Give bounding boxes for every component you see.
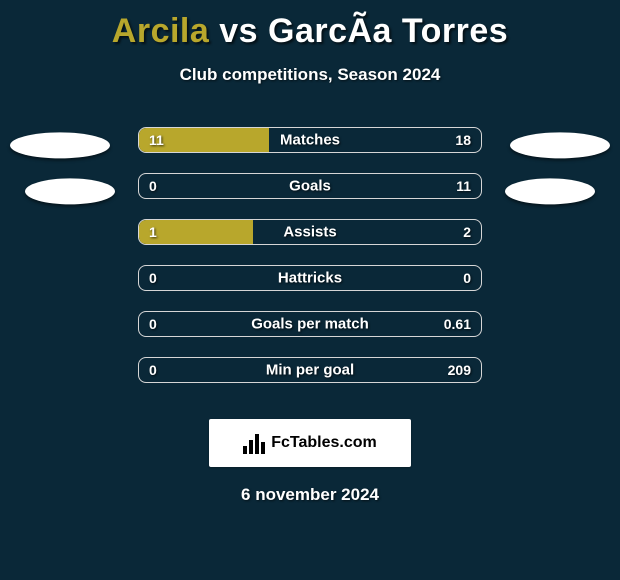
stat-value-right: 18	[455, 132, 471, 148]
stat-row: Hattricks0 0	[0, 263, 620, 309]
stat-bar: Hattricks0 0	[138, 265, 482, 291]
player1-marker	[10, 132, 110, 158]
title-vs: vs	[209, 12, 268, 50]
stat-bar: Min per goal0 209	[138, 357, 482, 383]
stat-value-right: 11	[456, 178, 471, 194]
stat-value-right: 0.61	[444, 316, 471, 332]
player2-marker	[510, 132, 610, 158]
stat-value-right: 209	[448, 362, 471, 378]
title-player1: Arcila	[112, 12, 210, 50]
attribution-text: FcTables.com	[271, 434, 377, 452]
stat-bar: Goals0 11	[138, 173, 482, 199]
stat-label: Min per goal	[139, 362, 481, 379]
stat-bar: Assists1 2	[138, 219, 482, 245]
stat-value-right: 0	[463, 270, 471, 286]
stat-value-right: 2	[463, 224, 471, 240]
stat-value-left: 0	[149, 178, 157, 194]
player2-marker	[505, 178, 595, 204]
stat-row: Assists1 2	[0, 217, 620, 263]
player1-marker	[25, 178, 115, 204]
date-label: 6 november 2024	[0, 485, 620, 505]
stat-bar: Goals per match0 0.61	[138, 311, 482, 337]
stat-value-left: 1	[149, 224, 157, 240]
stat-label: Assists	[139, 224, 481, 241]
stat-label: Goals	[139, 178, 481, 195]
bars-icon	[243, 432, 265, 454]
stat-value-left: 0	[149, 316, 157, 332]
stat-value-left: 0	[149, 270, 157, 286]
stat-row: Goals0 11	[0, 171, 620, 217]
title-player2: GarcÃ­a Torres	[268, 12, 508, 50]
comparison-chart: Matches1118Goals011Assists12Hattricks00G…	[0, 125, 620, 401]
attribution: FcTables.com	[209, 419, 411, 467]
stat-label: Matches	[139, 132, 481, 149]
stat-row: Goals per match0 0.61	[0, 309, 620, 355]
page-title: Arcila vs GarcÃ­a Torres	[0, 0, 620, 51]
stat-label: Goals per match	[139, 316, 481, 333]
stat-row: Min per goal0 209	[0, 355, 620, 401]
stat-row: Matches11 18	[0, 125, 620, 171]
stat-value-left: 11	[149, 132, 164, 148]
stat-value-left: 0	[149, 362, 157, 378]
stat-bar: Matches11 18	[138, 127, 482, 153]
subtitle: Club competitions, Season 2024	[0, 65, 620, 85]
stat-label: Hattricks	[139, 270, 481, 287]
